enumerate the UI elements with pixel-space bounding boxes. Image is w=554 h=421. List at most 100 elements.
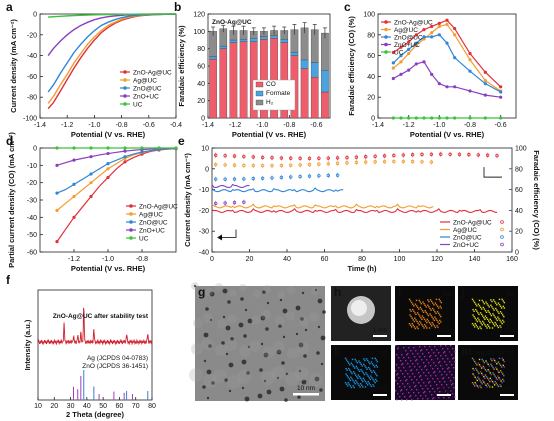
eds-pixel — [503, 301, 506, 304]
eds-pixel — [368, 361, 370, 363]
scale-label-k: 1 nm — [373, 386, 387, 393]
eds-pixel — [481, 358, 483, 361]
eds-pixel — [431, 316, 433, 318]
eds-pixel — [473, 315, 475, 318]
eds-pixel — [424, 304, 426, 306]
eds-pixel — [421, 349, 423, 351]
eds-pixel — [421, 359, 423, 361]
eds-pixel — [433, 372, 435, 374]
eds-pixel — [438, 298, 440, 301]
eds-pixel — [369, 378, 372, 381]
eds-pixel — [435, 375, 437, 377]
eds-pixel — [472, 367, 474, 370]
eds-pixel — [495, 318, 497, 320]
y-tick-label-a: -40 — [27, 53, 37, 60]
data-point-d — [55, 208, 59, 212]
eds-pixel — [449, 351, 451, 353]
eds-pixel — [350, 376, 352, 378]
data-point-c — [391, 61, 395, 65]
eds-pixel — [421, 324, 423, 326]
eds-pixel — [447, 358, 449, 360]
eds-pixel — [495, 302, 497, 304]
eds-pixel — [440, 307, 443, 309]
x-tick-label-c: -1.4 — [372, 122, 384, 129]
eds-pixel — [477, 303, 480, 305]
data-point-d — [89, 155, 93, 159]
eds-pixel — [436, 311, 439, 313]
eds-pixel — [419, 320, 421, 323]
eds-pixel — [432, 378, 434, 380]
eds-pixel — [452, 358, 454, 360]
eds-pixel — [476, 364, 478, 366]
nanoparticle — [320, 335, 326, 341]
plot-a-frame — [39, 13, 177, 119]
x-tick-label-a: -0.4 — [170, 122, 182, 129]
texture-blob — [237, 370, 251, 384]
eds-pixel — [490, 363, 492, 365]
scale-label-l: 1 nm — [437, 386, 451, 393]
eds-pixel — [402, 383, 404, 385]
eds-pixel — [403, 367, 405, 369]
eds-pixel — [373, 371, 376, 374]
y-axis-label-e: Current density (mA cm⁻²) — [183, 153, 192, 247]
eds-pixel — [490, 379, 493, 381]
eds-pixel — [482, 360, 484, 362]
data-point-c — [399, 116, 403, 120]
eds-pixel — [422, 353, 424, 355]
nanoparticle — [284, 398, 288, 402]
eds-pixel — [438, 322, 440, 325]
eds-pixel — [415, 305, 418, 307]
eds-pixel — [411, 322, 413, 325]
eds-pixel — [370, 361, 373, 363]
eds-pixel — [434, 391, 436, 393]
eds-pixel — [479, 365, 482, 368]
data-point-c — [399, 45, 403, 49]
y-tick-label-c: 80 — [367, 32, 375, 39]
eds-pixel — [408, 392, 410, 394]
eds-pixel — [376, 374, 378, 377]
data-point-d — [106, 151, 110, 156]
nanoparticle — [202, 385, 206, 389]
eds-pixel — [436, 394, 438, 396]
y-tick-label-c: 20 — [367, 95, 375, 102]
eds-pixel — [425, 311, 427, 314]
image-tile-m — [458, 345, 518, 400]
eds-pixel — [485, 360, 487, 362]
eds-pixel — [491, 306, 493, 308]
eds-pixel — [375, 359, 377, 361]
eds-pixel — [496, 304, 498, 306]
eds-pixel — [408, 357, 410, 359]
eds-pixel — [427, 304, 429, 306]
eds-pixel — [487, 304, 489, 306]
eds-pixel — [437, 326, 439, 329]
eds-pixel — [439, 305, 441, 308]
eds-pixel — [443, 397, 445, 399]
eds-pixel — [475, 383, 477, 385]
eds-pixel — [495, 366, 497, 369]
eds-pixel — [482, 315, 484, 317]
eds-pixel — [498, 377, 500, 379]
nanoparticle — [282, 335, 286, 339]
x-tick-label-e: 80 — [358, 256, 366, 263]
nanoparticle — [241, 359, 247, 365]
eds-pixel — [346, 374, 348, 377]
eds-pixel — [351, 358, 354, 361]
nanoparticle — [295, 332, 299, 336]
nanoparticle — [262, 290, 266, 294]
y2-tick-label-e: 20 — [515, 229, 523, 236]
eds-pixel — [432, 318, 434, 320]
eds-pixel — [489, 377, 492, 380]
y-tick-label-a: -60 — [27, 74, 37, 81]
eds-pixel — [396, 374, 398, 376]
eds-pixel — [476, 326, 479, 328]
eds-pixel — [479, 306, 482, 309]
eds-pixel — [499, 364, 502, 367]
texture-blob — [239, 284, 247, 292]
eds-pixel — [361, 365, 363, 367]
eds-pixel — [443, 387, 445, 389]
legend-label-c: ZnO@UC — [394, 34, 423, 41]
y-axis-label-f: Intensity (a.u.) — [23, 319, 32, 370]
eds-pixel — [451, 364, 453, 366]
eds-pixel — [412, 319, 414, 321]
